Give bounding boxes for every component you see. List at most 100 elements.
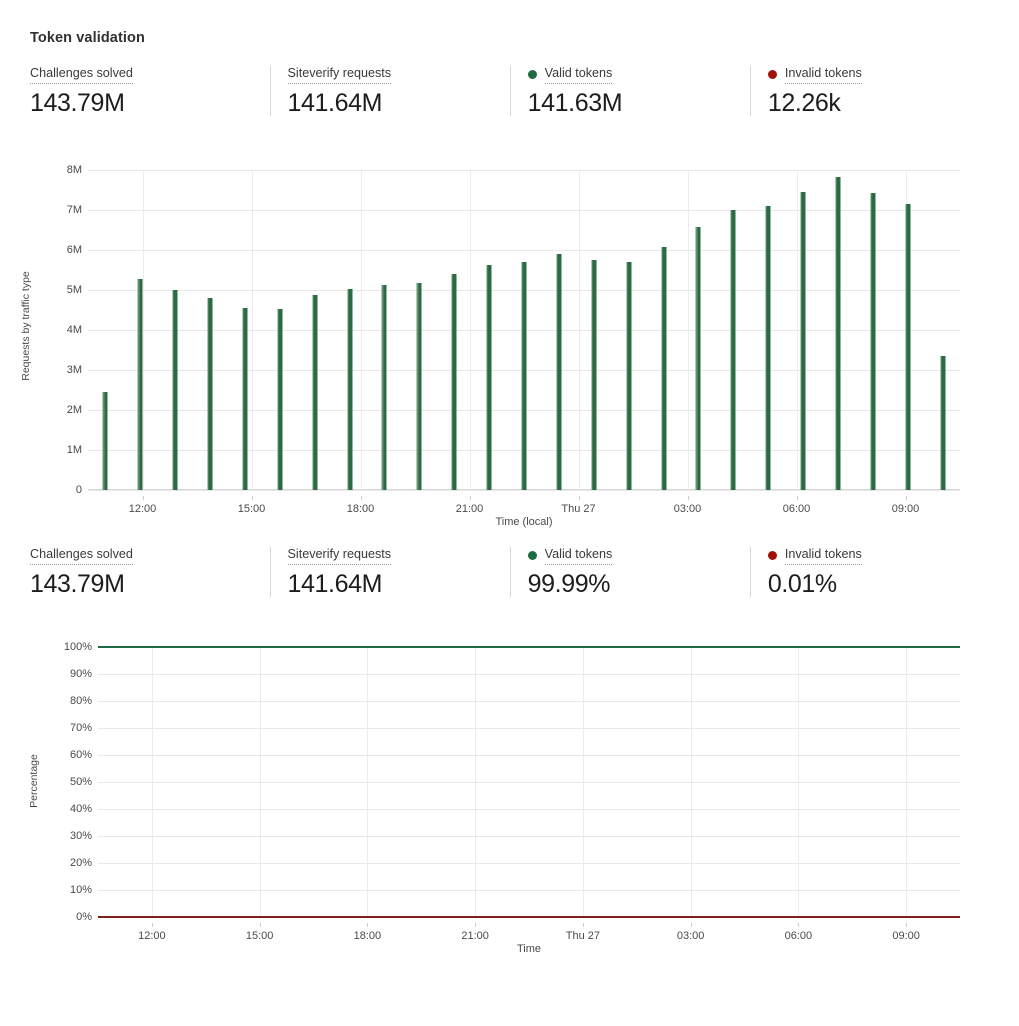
bar[interactable] [835, 177, 841, 490]
stat-value: 143.79M [30, 570, 125, 598]
bar[interactable] [137, 279, 143, 490]
vertical-gridline [579, 170, 580, 490]
stat-card-header: Invalid tokens [767, 546, 976, 565]
pct-chart-y-ticks: 0% 10% 20% 30% 40% 50% 60% 70% 80% 90% 100% [34, 641, 92, 923]
x-axis-tickmark [579, 496, 580, 500]
stat-label[interactable]: Siteverify requests [287, 65, 392, 84]
gridline [88, 170, 960, 171]
bar[interactable] [416, 282, 422, 491]
pct-chart-plot-area [98, 645, 960, 919]
x-axis-tick-label: 21:00 [461, 930, 489, 942]
bar[interactable] [695, 227, 701, 490]
x-axis-tick-label: 18:00 [346, 503, 375, 515]
y-axis-tick-label: 90% [69, 668, 92, 680]
stat-card-header: Siteverify requests [287, 546, 496, 565]
x-axis-tick-label: 06:00 [784, 930, 813, 942]
bar-chart-x-ticks: 12:00 15:00 18:00 21:00 Thu 27 03:00 06:00 09:0… [88, 496, 960, 515]
y-axis-tick-label: 20% [69, 857, 92, 869]
x-axis-tick-label: 03:00 [673, 503, 702, 515]
bar[interactable] [486, 265, 492, 490]
bar[interactable] [940, 356, 946, 490]
gridline [98, 701, 960, 702]
gridline [88, 490, 960, 491]
series-line[interactable] [98, 645, 960, 649]
token-validation-percentage-chart: Percentage 0% 10% 20% 30% 40% 50% 60% 70% 80% 90%… [0, 620, 1019, 980]
stat-label[interactable]: Valid tokens [544, 65, 613, 84]
x-axis-tick-label: 21:00 [455, 503, 484, 515]
stat-card: Invalid tokens 12.26k [749, 65, 990, 118]
x-axis-tickmark [470, 496, 471, 500]
bar[interactable] [102, 391, 108, 491]
bar[interactable] [312, 295, 318, 490]
gridline [98, 755, 960, 756]
pct-chart-x-axis-title: Time [516, 943, 542, 955]
x-axis-tickmark [688, 496, 689, 500]
bar[interactable] [381, 284, 387, 491]
x-axis-tickmark [798, 923, 799, 927]
bar[interactable] [591, 259, 597, 491]
x-axis-tickmark [152, 923, 153, 927]
bar-chart-plot-area [88, 170, 960, 491]
stat-value: 141.64M [287, 570, 383, 598]
x-axis-tick-label: 12:00 [138, 930, 166, 942]
status-dot-icon [767, 70, 777, 79]
stats-row-totals: Challenges solved 143.79M Siteverify reque… [30, 66, 990, 118]
stat-card-header: Challenges solved [30, 546, 256, 565]
gridline [98, 809, 960, 810]
y-axis-tick-label: 4M [66, 324, 82, 336]
y-axis-tick-label: 2M [66, 404, 82, 416]
y-axis-tick-label: 1M [66, 444, 82, 456]
bar[interactable] [207, 298, 213, 490]
stats-row-percentages: Challenges solved 143.79M Siteverify reque… [30, 547, 990, 599]
vertical-gridline [367, 647, 368, 917]
stat-card: Invalid tokens 0.01% [749, 546, 990, 599]
gridline [88, 250, 960, 251]
x-axis-tickmark [797, 496, 798, 500]
y-axis-tick-label: 80% [69, 695, 92, 707]
bar[interactable] [172, 289, 178, 491]
bar[interactable] [765, 205, 771, 491]
vertical-gridline [361, 170, 362, 490]
bar[interactable] [626, 262, 632, 490]
vertical-gridline [475, 647, 476, 917]
stat-value: 141.64M [287, 89, 383, 117]
bar[interactable] [242, 308, 248, 490]
bar[interactable] [905, 204, 911, 490]
stat-card: Valid tokens 99.99% [509, 546, 750, 599]
pct-chart-x-ticks: 12:00 15:00 18:00 21:00 Thu 27 03:00 06:00 09:0… [98, 923, 960, 942]
bar[interactable] [870, 192, 876, 491]
bar[interactable] [730, 209, 736, 491]
y-axis-tick-label: 50% [69, 776, 92, 788]
stat-label[interactable]: Challenges solved [30, 65, 133, 84]
stat-label[interactable]: Valid tokens [544, 546, 613, 565]
gridline [98, 728, 960, 729]
stat-label[interactable]: Invalid tokens [784, 546, 862, 565]
stat-label[interactable]: Invalid tokens [784, 65, 862, 84]
gridline [98, 782, 960, 783]
bar[interactable] [451, 274, 457, 490]
bar[interactable] [800, 192, 806, 490]
bar[interactable] [277, 308, 283, 491]
stat-label[interactable]: Challenges solved [30, 546, 133, 565]
x-axis-tick-label: 15:00 [245, 930, 274, 942]
page-title: Token validation [30, 30, 145, 46]
bar[interactable] [661, 246, 667, 491]
series-line[interactable] [98, 915, 960, 919]
x-axis-tick-label: 12:00 [128, 503, 157, 515]
y-axis-tick-label: 40% [69, 803, 92, 815]
y-axis-tick-label: 30% [69, 830, 92, 842]
stat-value: 141.63M [527, 89, 623, 117]
vertical-gridline [143, 170, 144, 490]
x-axis-tick-label: 09:00 [892, 930, 920, 942]
x-axis-tickmark [143, 496, 144, 500]
vertical-gridline [906, 647, 907, 917]
x-axis-tickmark [252, 496, 253, 500]
x-axis-tick-label: 09:00 [891, 503, 920, 515]
bar[interactable] [521, 262, 527, 490]
stat-label[interactable]: Siteverify requests [287, 546, 392, 565]
stat-card-header: Siteverify requests [287, 65, 496, 84]
stat-card-header: Challenges solved [30, 65, 256, 84]
bar[interactable] [347, 288, 353, 491]
bar[interactable] [556, 254, 562, 490]
